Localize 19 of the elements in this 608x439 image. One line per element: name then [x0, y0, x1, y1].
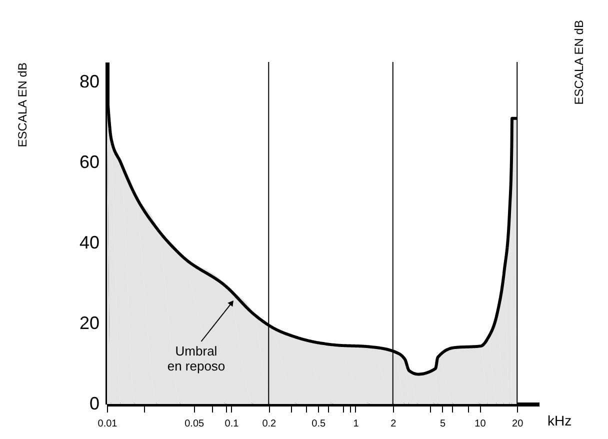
y-tick-label: 60: [79, 152, 100, 172]
x-tick-label: 10: [474, 418, 486, 430]
y-tick-label: 40: [79, 232, 100, 253]
x-tick-label: 0.2: [262, 418, 277, 430]
y2-axis-title: ESCALA EN dB: [572, 20, 586, 105]
x-tick-label: 0.05: [184, 418, 205, 430]
x-tick-label: 2: [390, 418, 397, 430]
x-axis-title: kHz: [548, 412, 572, 428]
x-tick-label: 20: [512, 418, 524, 430]
y-tick-label: 80: [79, 72, 100, 92]
y-axis-title: ESCALA EN dB: [15, 62, 30, 148]
y-tick-label: 20: [79, 313, 100, 334]
x-tick-label: 0.01: [98, 418, 118, 430]
annotation: Umbral en reposo: [167, 343, 226, 374]
y-tick-label: 0: [89, 394, 100, 414]
x-tick-label: 5: [440, 418, 446, 430]
x-tick-label: 1: [353, 418, 360, 430]
x-tick-label: 0.5: [312, 418, 326, 430]
x-tick-label: 0.1: [224, 418, 240, 430]
